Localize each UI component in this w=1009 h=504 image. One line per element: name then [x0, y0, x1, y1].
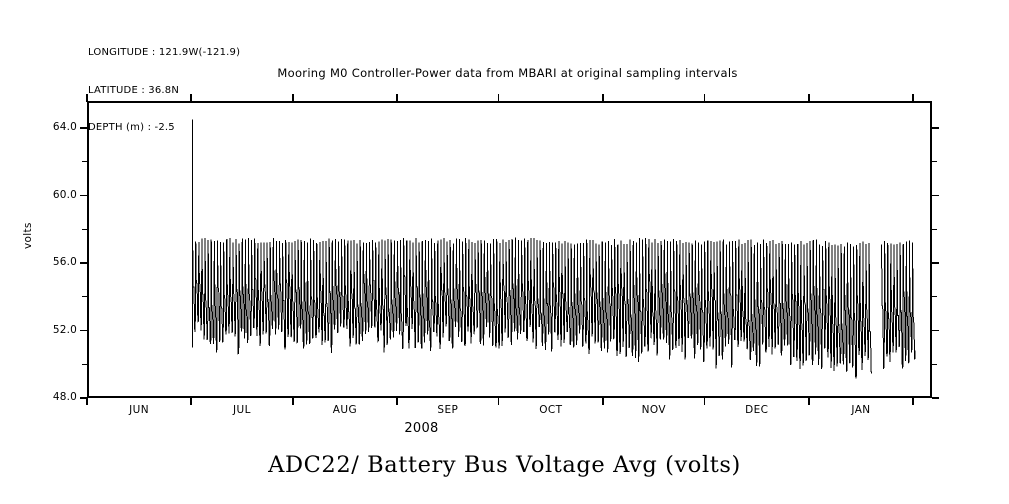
- y-axis-tick-major: [80, 262, 87, 264]
- y-axis-tick-minor: [82, 363, 87, 365]
- x-axis-tick-top: [602, 94, 604, 102]
- x-axis-month-label: JUN: [129, 404, 149, 416]
- y-axis-tick-major-right: [932, 262, 939, 264]
- x-axis-month-label: AUG: [332, 404, 357, 416]
- longitude-text: LONGITUDE : 121.9W(-121.9): [88, 47, 241, 58]
- y-axis-tick-minor-right: [932, 228, 937, 230]
- y-axis-tick-label: 64.0: [52, 121, 77, 133]
- x-axis-month-label: NOV: [641, 404, 666, 416]
- plot-frame-top: [87, 101, 932, 103]
- x-axis-tick-top: [396, 94, 398, 102]
- y-axis-tick-label: 48.0: [52, 391, 77, 403]
- x-axis-tick: [602, 397, 604, 405]
- x-axis-tick: [292, 397, 294, 405]
- x-axis-title: 2008: [0, 421, 1009, 436]
- y-axis-tick-major: [80, 127, 87, 129]
- y-axis-title: volts: [22, 222, 34, 249]
- x-axis-tick: [190, 397, 192, 405]
- x-axis-title-text: 2008: [404, 421, 439, 436]
- y-axis-tick-minor-right: [932, 161, 937, 163]
- x-axis-month-label: JAN: [851, 404, 871, 416]
- plot-area: [87, 101, 932, 398]
- x-axis-month-label: JUL: [233, 404, 251, 416]
- x-axis-tick-top: [912, 94, 914, 102]
- y-axis-tick-minor: [82, 161, 87, 163]
- x-axis-tick: [497, 397, 500, 405]
- y-axis-tick-major-right: [932, 329, 939, 332]
- chart-title-text: Mooring M0 Controller-Power data from MB…: [277, 66, 738, 80]
- chart-title: Mooring M0 Controller-Power data from MB…: [0, 66, 1009, 80]
- y-axis-tick-label: 60.0: [52, 188, 77, 201]
- latitude-text: LATITUDE : 36.8N: [88, 84, 180, 96]
- y-axis-tick-label: 52.0: [52, 323, 77, 336]
- x-axis-tick-top: [86, 94, 88, 102]
- y-axis-tick-minor-right: [932, 363, 937, 365]
- x-axis-month-label: SEP: [437, 404, 459, 416]
- x-axis-tick: [86, 397, 88, 405]
- station-metadata: LONGITUDE : 121.9W(-121.9) LATITUDE : 36…: [88, 22, 240, 160]
- depth-text: DEPTH (m) : -2.5: [88, 122, 175, 133]
- y-axis-tick-major: [80, 397, 87, 399]
- x-axis-tick-top: [808, 94, 810, 102]
- plot-frame-right: [930, 101, 932, 398]
- x-axis-tick-top: [292, 94, 294, 102]
- plot-frame-left: [87, 101, 89, 398]
- x-axis-tick-top: [703, 94, 706, 102]
- y-axis-tick-minor-right: [932, 296, 937, 298]
- x-axis-tick: [396, 397, 398, 405]
- x-axis-tick: [912, 397, 914, 405]
- x-axis-month-label: DEC: [745, 404, 769, 416]
- y-axis-tick-label: 56.0: [52, 256, 77, 268]
- y-axis-tick-minor: [82, 296, 87, 298]
- y-axis-tick-major: [80, 194, 87, 197]
- x-axis-tick: [703, 397, 706, 405]
- x-axis-tick-top: [497, 94, 500, 102]
- x-axis-tick-top: [190, 94, 192, 102]
- y-axis-tick-major: [80, 329, 87, 332]
- x-axis-month-label: OCT: [539, 404, 563, 416]
- plot-frame-bottom: [87, 396, 932, 398]
- voltage-series-line: [192, 119, 916, 379]
- figure-caption: ADC22/ Battery Bus Voltage Avg (volts): [268, 452, 741, 478]
- y-axis-tick-minor: [82, 228, 87, 230]
- y-axis-tick-major-right: [932, 194, 939, 197]
- y-axis-tick-major-right: [932, 397, 939, 399]
- x-axis-tick: [808, 397, 810, 405]
- y-axis-tick-major-right: [932, 127, 939, 129]
